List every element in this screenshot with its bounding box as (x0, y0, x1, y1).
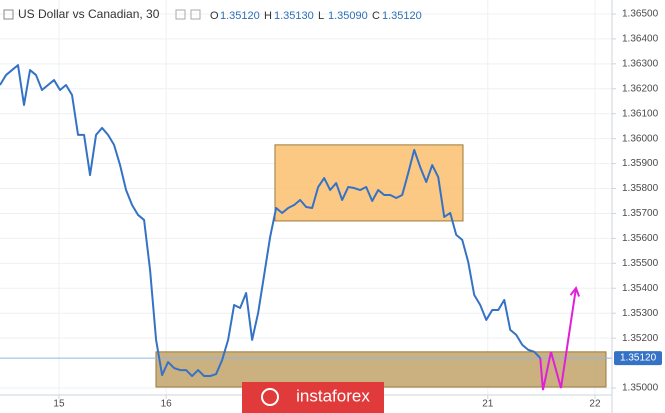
collapse-icon[interactable] (3, 9, 14, 20)
price-line (0, 64, 542, 378)
watermark: instaforex (242, 382, 384, 413)
ohlc-key: H (264, 10, 272, 22)
y-tick-label: 1.35000 (622, 383, 659, 394)
ohlc-value: 1.35130 (274, 10, 314, 22)
x-tick-label: 21 (482, 399, 494, 410)
y-tick-label: 1.35500 (622, 258, 659, 269)
y-tick-label: 1.35200 (622, 333, 659, 344)
last-price-label: 1.35120 (620, 353, 657, 364)
y-tick-label: 1.35300 (622, 308, 659, 319)
plot (0, 64, 612, 391)
grid (0, 0, 612, 395)
zones (155, 144, 607, 388)
watermark-text: instaforex (296, 386, 370, 405)
y-tick-label: 1.36200 (622, 83, 659, 94)
forecast-arrowhead (569, 285, 581, 297)
x-tick-label: 16 (161, 399, 173, 410)
y-tick-label: 1.36300 (622, 58, 659, 69)
y-tick-label: 1.36000 (622, 133, 659, 144)
last-price-badge (614, 351, 662, 366)
zone (274, 144, 464, 222)
ohlc-value: 1.35120 (220, 10, 260, 22)
x-tick-label: 22 (589, 399, 601, 410)
axes: 1.35000 1.35200 1.35300 1.35400 1.35500 1.356… (53, 9, 662, 410)
y-tick-label: 1.35700 (622, 208, 659, 219)
y-tick-label: 1.35400 (622, 283, 659, 294)
ohlc-key: C (372, 10, 380, 22)
x-tick-label: 15 (53, 399, 65, 410)
ohlc-key: L (318, 10, 324, 22)
watermark-bg (242, 382, 384, 413)
symbol-title: US Dollar vs Canadian, 30 (18, 7, 160, 21)
settings-icon[interactable] (175, 9, 186, 20)
ohlc-key: O (210, 10, 219, 22)
y-tick-label: 1.36500 (622, 9, 659, 20)
watermark-logo (261, 388, 279, 406)
ohlc: O 1.35120 H 1.35130 L 1.35090 C 1.35120 (210, 10, 422, 22)
y-tick-label: 1.35900 (622, 158, 659, 169)
y-tick-label: 1.35600 (622, 233, 659, 244)
y-tick-label: 1.36100 (622, 108, 659, 119)
y-tick-label: 1.35800 (622, 183, 659, 194)
forecast-line (539, 287, 577, 391)
visibility-icon[interactable] (190, 9, 201, 20)
y-tick-label: 1.36400 (622, 34, 659, 45)
ohlc-value: 1.35090 (328, 10, 368, 22)
ohlc-value: 1.35120 (382, 10, 422, 22)
